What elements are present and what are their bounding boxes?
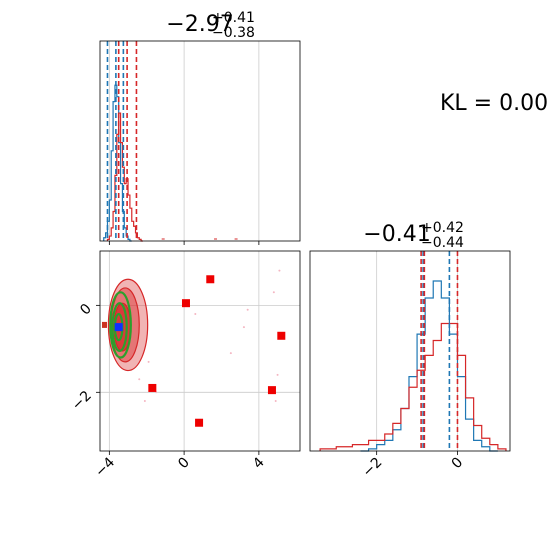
background-point bbox=[147, 360, 150, 363]
red-marker bbox=[195, 418, 204, 427]
background-point bbox=[246, 308, 249, 311]
background-point bbox=[194, 313, 197, 316]
green-contour bbox=[111, 302, 128, 353]
y-tick-label: 0 bbox=[77, 301, 95, 319]
green-contour bbox=[109, 291, 132, 359]
background-points bbox=[138, 269, 281, 402]
background-point bbox=[278, 269, 281, 272]
title-value: −0.41 bbox=[363, 222, 430, 247]
red-marker bbox=[267, 386, 276, 395]
title-value: −2.97 bbox=[166, 12, 233, 37]
histogram-step bbox=[319, 322, 507, 451]
background-point bbox=[276, 373, 279, 376]
title-plus-error: +0.41 bbox=[212, 10, 255, 26]
markers bbox=[102, 275, 286, 427]
background-point bbox=[272, 291, 275, 294]
background-point bbox=[229, 352, 232, 355]
axes-frame bbox=[99, 250, 301, 452]
title-plus-error: +0.42 bbox=[421, 220, 464, 236]
red-marker bbox=[148, 383, 157, 392]
x-tick-label: 0 bbox=[449, 455, 467, 473]
y-tick-labels: −2 0 bbox=[69, 301, 100, 414]
red-marker bbox=[206, 275, 215, 284]
background-point bbox=[242, 326, 245, 329]
background-point bbox=[143, 400, 146, 402]
axes-frame bbox=[309, 250, 511, 452]
quantile-lines bbox=[420, 251, 459, 451]
quantile-lines bbox=[106, 41, 138, 241]
x-tick-labels: −2 0 bbox=[360, 451, 467, 481]
grid-lines bbox=[100, 251, 300, 451]
red-marker bbox=[277, 331, 286, 340]
kl-label: KL = 0.00 bbox=[440, 91, 548, 116]
x-tick-label: −2 bbox=[360, 455, 386, 481]
panel-title-param2: −0.41 bbox=[363, 222, 430, 247]
x-tick-labels: −4 0 4 bbox=[92, 451, 268, 480]
y-tick-label: −2 bbox=[69, 388, 95, 414]
x-tick-label: −4 bbox=[92, 454, 118, 480]
x-tick-label: 0 bbox=[175, 455, 193, 473]
background-point bbox=[138, 378, 141, 381]
title-minus-error: −0.38 bbox=[212, 25, 255, 41]
title-minus-error: −0.44 bbox=[421, 235, 464, 251]
histogram-panel-param1: −2.97 +0.41 −0.38 bbox=[99, 10, 301, 245]
blue-marker bbox=[114, 323, 123, 332]
red-edge-marker bbox=[102, 321, 107, 328]
panel-title-param1: −2.97 bbox=[166, 12, 233, 37]
histogram-series bbox=[319, 280, 507, 452]
histogram-step bbox=[360, 280, 498, 452]
x-tick-label: 4 bbox=[250, 454, 268, 472]
background-point bbox=[274, 400, 277, 402]
red-marker bbox=[181, 299, 190, 308]
axes-frame bbox=[99, 40, 301, 242]
histogram-step bbox=[106, 112, 143, 242]
histogram-panel-param2: −0.41 +0.42 −0.44 −2 0 bbox=[309, 220, 511, 481]
scatter-panel: −4 0 4 −2 0 bbox=[69, 250, 301, 480]
